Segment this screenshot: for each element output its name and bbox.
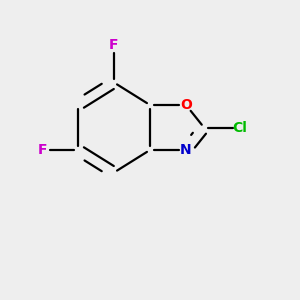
Text: F: F [109, 38, 119, 52]
Text: O: O [180, 98, 192, 112]
Text: Cl: Cl [232, 121, 247, 134]
Text: N: N [180, 143, 192, 157]
Text: F: F [37, 143, 47, 157]
